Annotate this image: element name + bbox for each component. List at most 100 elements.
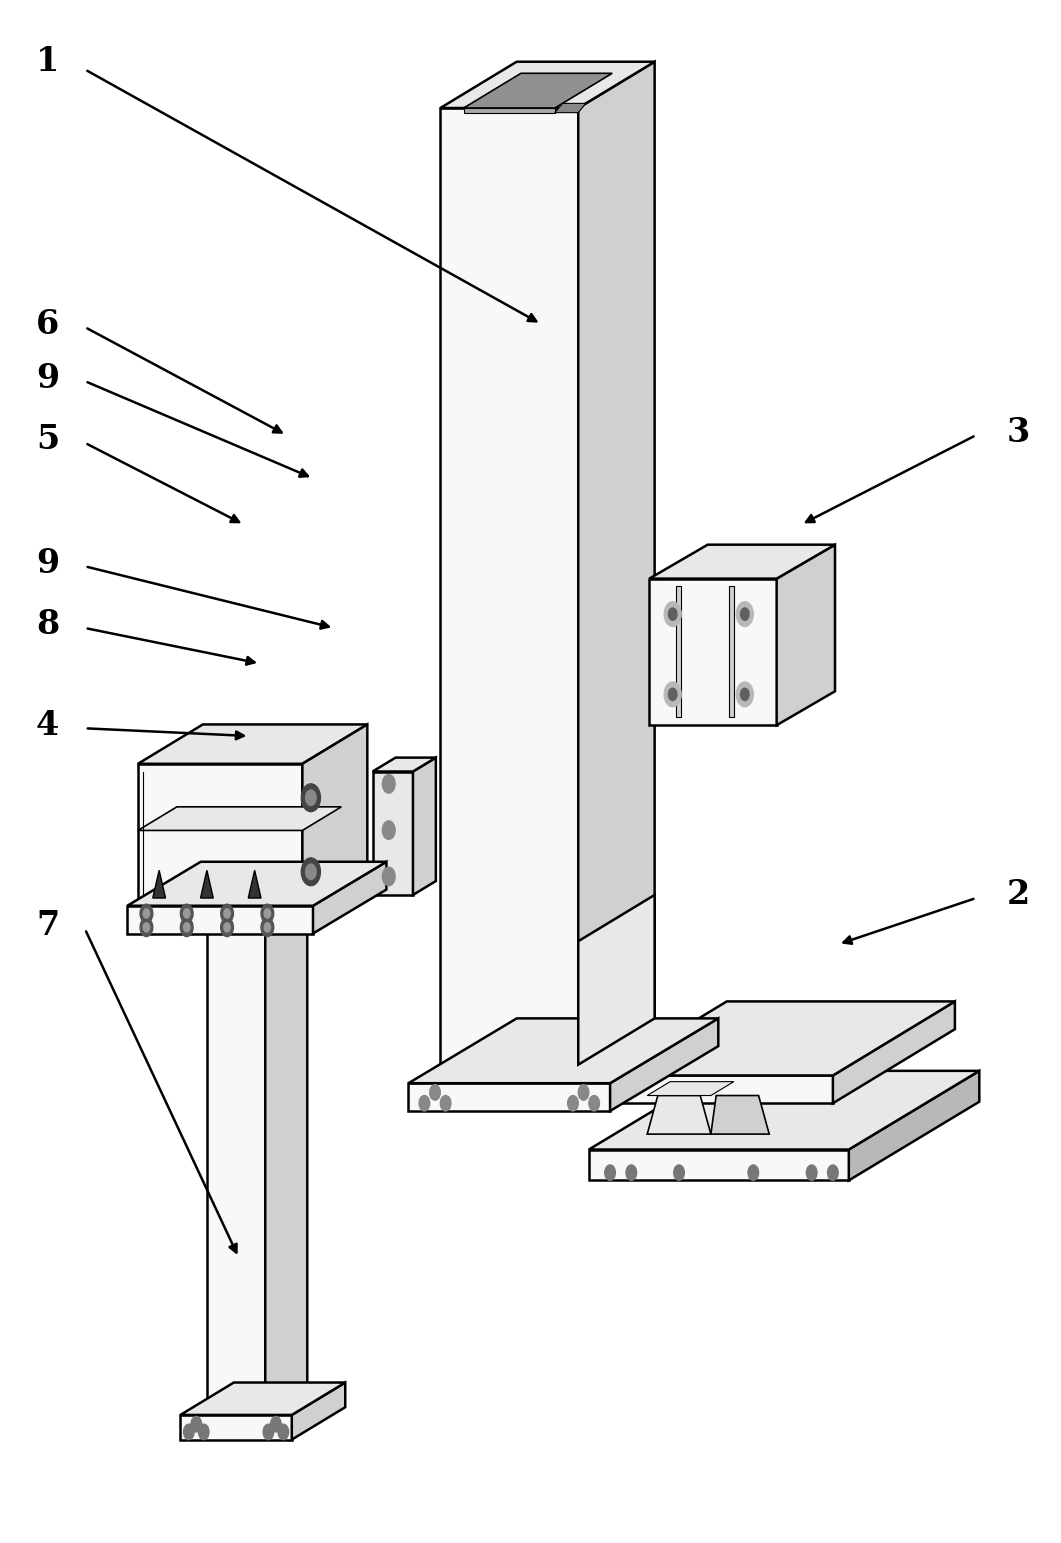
Polygon shape bbox=[440, 108, 578, 1072]
Circle shape bbox=[224, 909, 230, 918]
Polygon shape bbox=[647, 1096, 711, 1134]
Polygon shape bbox=[833, 1001, 955, 1103]
Circle shape bbox=[664, 602, 681, 626]
Polygon shape bbox=[153, 870, 166, 898]
Circle shape bbox=[736, 602, 753, 626]
Polygon shape bbox=[180, 1415, 292, 1440]
Circle shape bbox=[198, 1424, 209, 1440]
Circle shape bbox=[143, 909, 150, 918]
Text: 4: 4 bbox=[36, 708, 59, 742]
Circle shape bbox=[419, 1096, 430, 1111]
Polygon shape bbox=[408, 1083, 610, 1111]
Polygon shape bbox=[578, 62, 655, 1072]
Polygon shape bbox=[201, 870, 213, 898]
Polygon shape bbox=[605, 1075, 833, 1103]
Circle shape bbox=[382, 867, 395, 886]
Circle shape bbox=[261, 918, 274, 937]
Circle shape bbox=[741, 688, 749, 701]
Circle shape bbox=[664, 682, 681, 707]
Circle shape bbox=[674, 1165, 684, 1180]
Circle shape bbox=[301, 784, 320, 812]
Polygon shape bbox=[578, 895, 655, 1065]
Polygon shape bbox=[302, 725, 367, 903]
Circle shape bbox=[589, 1096, 599, 1111]
Circle shape bbox=[224, 923, 230, 932]
Circle shape bbox=[440, 1096, 451, 1111]
Polygon shape bbox=[440, 62, 655, 108]
Text: 8: 8 bbox=[36, 608, 59, 642]
Circle shape bbox=[261, 904, 274, 923]
Circle shape bbox=[605, 1165, 615, 1180]
Polygon shape bbox=[464, 74, 612, 108]
Text: 7: 7 bbox=[36, 909, 59, 943]
Circle shape bbox=[806, 1165, 817, 1180]
Circle shape bbox=[430, 1085, 440, 1100]
Circle shape bbox=[668, 608, 677, 620]
Polygon shape bbox=[138, 807, 342, 830]
Polygon shape bbox=[265, 839, 308, 1412]
Polygon shape bbox=[138, 764, 302, 903]
Circle shape bbox=[221, 904, 233, 923]
Text: 6: 6 bbox=[36, 307, 59, 341]
Circle shape bbox=[184, 923, 190, 932]
Polygon shape bbox=[372, 758, 436, 772]
Polygon shape bbox=[127, 861, 386, 906]
Circle shape bbox=[184, 909, 190, 918]
Circle shape bbox=[278, 1424, 289, 1440]
Polygon shape bbox=[180, 1383, 345, 1415]
Polygon shape bbox=[555, 103, 586, 113]
Circle shape bbox=[736, 682, 753, 707]
Polygon shape bbox=[589, 1071, 979, 1150]
Polygon shape bbox=[408, 1018, 718, 1083]
Polygon shape bbox=[610, 1018, 718, 1111]
Circle shape bbox=[748, 1165, 759, 1180]
Circle shape bbox=[306, 790, 316, 805]
Circle shape bbox=[180, 918, 193, 937]
Polygon shape bbox=[292, 1383, 345, 1440]
Circle shape bbox=[180, 904, 193, 923]
Polygon shape bbox=[649, 579, 777, 725]
Circle shape bbox=[828, 1165, 838, 1180]
Circle shape bbox=[143, 923, 150, 932]
Text: 9: 9 bbox=[36, 546, 59, 580]
Circle shape bbox=[626, 1165, 637, 1180]
Polygon shape bbox=[372, 772, 413, 895]
Text: 5: 5 bbox=[36, 423, 59, 457]
Polygon shape bbox=[464, 108, 555, 113]
Polygon shape bbox=[207, 864, 265, 1412]
Polygon shape bbox=[649, 545, 835, 579]
Circle shape bbox=[741, 608, 749, 620]
Circle shape bbox=[184, 1424, 194, 1440]
Polygon shape bbox=[647, 1082, 734, 1096]
Polygon shape bbox=[777, 545, 835, 725]
Polygon shape bbox=[413, 758, 436, 895]
Circle shape bbox=[263, 1424, 274, 1440]
Text: 9: 9 bbox=[36, 361, 59, 395]
Circle shape bbox=[271, 1416, 281, 1432]
Text: 2: 2 bbox=[1007, 878, 1030, 912]
Polygon shape bbox=[589, 1150, 849, 1180]
Polygon shape bbox=[605, 1001, 955, 1075]
Polygon shape bbox=[127, 906, 313, 934]
Polygon shape bbox=[313, 861, 386, 934]
Polygon shape bbox=[849, 1071, 979, 1180]
Polygon shape bbox=[676, 586, 681, 717]
Circle shape bbox=[382, 775, 395, 793]
Circle shape bbox=[140, 918, 153, 937]
Circle shape bbox=[221, 918, 233, 937]
Circle shape bbox=[578, 1085, 589, 1100]
Circle shape bbox=[382, 821, 395, 839]
Polygon shape bbox=[729, 586, 734, 717]
Circle shape bbox=[264, 909, 271, 918]
Circle shape bbox=[140, 904, 153, 923]
Circle shape bbox=[264, 923, 271, 932]
Circle shape bbox=[191, 1416, 202, 1432]
Polygon shape bbox=[248, 870, 261, 898]
Circle shape bbox=[306, 864, 316, 880]
Polygon shape bbox=[207, 839, 308, 864]
Text: 3: 3 bbox=[1007, 415, 1030, 449]
Polygon shape bbox=[138, 725, 367, 764]
Circle shape bbox=[568, 1096, 578, 1111]
Text: 1: 1 bbox=[36, 45, 59, 79]
Polygon shape bbox=[711, 1096, 769, 1134]
